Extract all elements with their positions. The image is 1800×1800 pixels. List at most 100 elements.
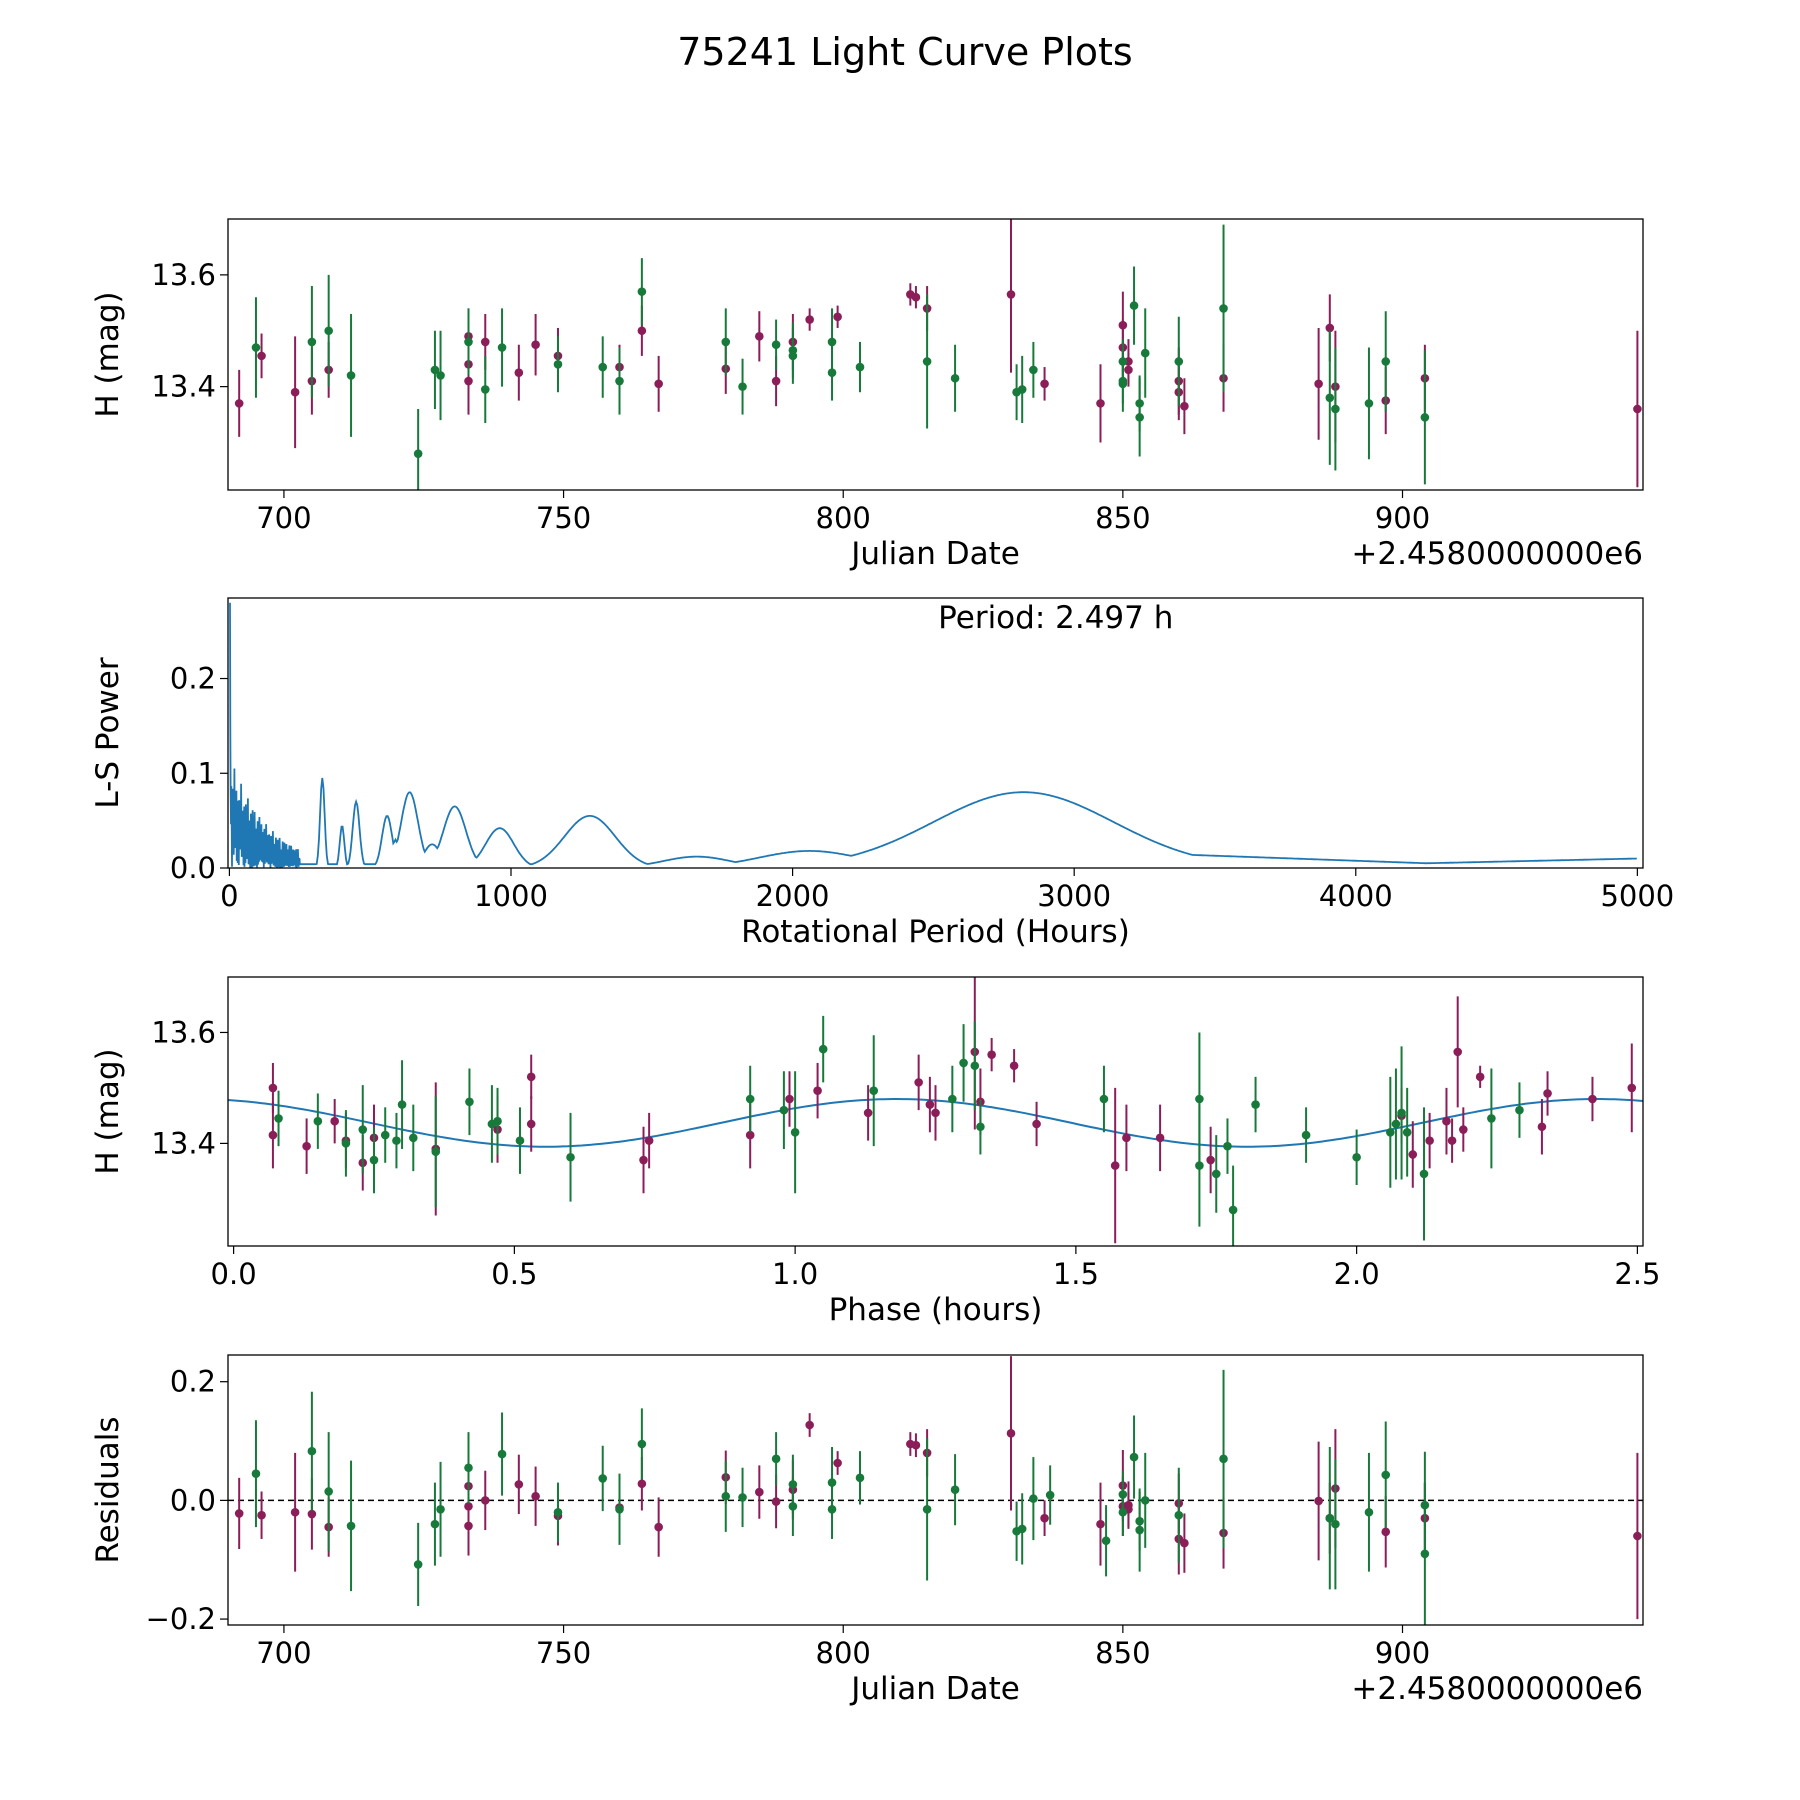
lightcurve-point	[755, 332, 764, 341]
residuals-point	[1331, 1519, 1340, 1529]
phased-point	[268, 1130, 278, 1140]
lightcurve-point	[1129, 301, 1139, 310]
phased-xtick-label: 1.0	[772, 1257, 818, 1291]
periodogram-xtick-label: 0	[220, 879, 238, 913]
phased-ytick-label: 13.6	[151, 1015, 216, 1049]
residuals-point	[1135, 1525, 1144, 1535]
residuals-point	[637, 1479, 647, 1489]
phased-point	[465, 1097, 474, 1107]
lightcurve-point	[1633, 404, 1642, 414]
lightcurve-point	[1017, 385, 1027, 394]
lightcurve-point	[788, 351, 798, 361]
lightcurve-point	[1331, 404, 1340, 414]
phased-panel: 0.0 0.5 1.0 1.5 2.0 2.5 13.4 13.6 Phase (hours) H…	[90, 976, 1660, 1328]
phased-point	[813, 1086, 822, 1096]
residuals-point	[1096, 1519, 1105, 1529]
residuals-point	[950, 1485, 960, 1495]
lightcurve-point	[615, 376, 624, 386]
residuals-point	[1129, 1452, 1139, 1462]
residuals-ytick-label: 0.0	[170, 1483, 216, 1517]
residuals-series-purple	[234, 1356, 1642, 1620]
residuals-point	[1006, 1429, 1016, 1438]
phased-point	[914, 1078, 923, 1087]
phased-point	[1122, 1133, 1131, 1143]
residuals-point	[855, 1473, 865, 1483]
lightcurve-point	[654, 379, 663, 389]
phased-point	[1099, 1094, 1109, 1104]
phased-point	[369, 1155, 379, 1165]
lightcurve-point	[1364, 399, 1374, 408]
lightcurve-point	[1135, 413, 1144, 422]
phased-point	[1391, 1119, 1401, 1129]
residuals-point	[805, 1420, 814, 1430]
residuals-xtick-label: 900	[1375, 1636, 1430, 1670]
lightcurve-series-green	[251, 224, 1430, 490]
lightcurve-point	[1040, 379, 1049, 389]
residuals-point	[1325, 1513, 1335, 1523]
lightcurve-point	[1006, 290, 1016, 299]
periodogram-xtick-label: 5000	[1600, 879, 1674, 913]
phased-ylabel: H (mag)	[90, 1048, 126, 1174]
residuals-xtick-label: 700	[256, 1636, 311, 1670]
lightcurve-frame	[227, 218, 1644, 491]
lightcurve-ytick-label: 13.4	[151, 370, 216, 404]
phased-point	[431, 1147, 441, 1157]
residuals-point	[430, 1519, 440, 1529]
phased-point	[493, 1116, 502, 1126]
periodogram-ytick-label: 0.2	[170, 662, 216, 696]
phased-point	[397, 1100, 407, 1109]
residuals-point	[721, 1491, 731, 1501]
lightcurve-point	[827, 337, 837, 347]
residuals-point	[598, 1474, 608, 1483]
phased-point	[1211, 1169, 1221, 1179]
lightcurve-point	[1325, 323, 1335, 333]
phased-point	[408, 1133, 418, 1143]
residuals-point	[413, 1560, 423, 1569]
phased-xtick-label: 0.0	[211, 1257, 257, 1291]
lightcurve-point	[598, 362, 608, 372]
residuals-point	[1633, 1531, 1642, 1541]
lightcurve-point	[234, 399, 244, 408]
phased-xtick-label: 1.5	[1053, 1257, 1099, 1291]
phased-point	[639, 1155, 648, 1165]
lightcurve-point	[1140, 348, 1150, 358]
residuals-offset-text: +2.4580000000e6	[1351, 1671, 1643, 1707]
residuals-point	[1180, 1538, 1189, 1548]
lightcurve-point	[480, 337, 490, 347]
phased-point	[1155, 1133, 1165, 1143]
phased-point	[644, 1136, 654, 1145]
residuals-point	[833, 1458, 842, 1468]
lightcurve-point	[771, 376, 781, 386]
phased-point	[1408, 1150, 1418, 1159]
lightcurve-point	[833, 312, 842, 322]
lightcurve-point	[1314, 379, 1323, 389]
phased-point	[1543, 1089, 1552, 1098]
lightcurve-xtick-label: 700	[256, 501, 311, 535]
residuals-point	[324, 1487, 333, 1496]
phased-point	[863, 1108, 873, 1118]
lightcurve-point	[721, 337, 731, 347]
lightcurve-ytick-label: 13.6	[151, 258, 216, 292]
residuals-plot-area	[228, 1356, 1643, 1625]
residuals-point	[1420, 1500, 1430, 1510]
residuals-point	[497, 1449, 507, 1459]
lightcurve-point	[1180, 401, 1189, 411]
phased-point	[1442, 1116, 1451, 1126]
phased-point	[1352, 1152, 1361, 1162]
residuals-point	[1029, 1494, 1038, 1503]
periodogram-panel: Period: 2.497 h 0 1000 2000 3000 4000 5000 0.0 0…	[90, 597, 1674, 950]
phased-point	[1453, 1047, 1463, 1057]
residuals-ytick-label: −0.2	[146, 1602, 216, 1636]
lightcurve-point	[1381, 357, 1391, 366]
lightcurve-point	[413, 449, 423, 458]
phased-point	[268, 1083, 278, 1093]
residuals-point	[1381, 1470, 1391, 1480]
periodogram-xtick-label: 4000	[1319, 879, 1393, 913]
periodogram-ylabel: L-S Power	[90, 657, 126, 808]
residuals-point	[251, 1469, 261, 1478]
phased-point	[1251, 1100, 1260, 1109]
lightcurve-point	[1174, 357, 1184, 366]
phased-point	[948, 1094, 957, 1104]
phased-point	[931, 1108, 940, 1118]
phased-point	[869, 1086, 879, 1096]
